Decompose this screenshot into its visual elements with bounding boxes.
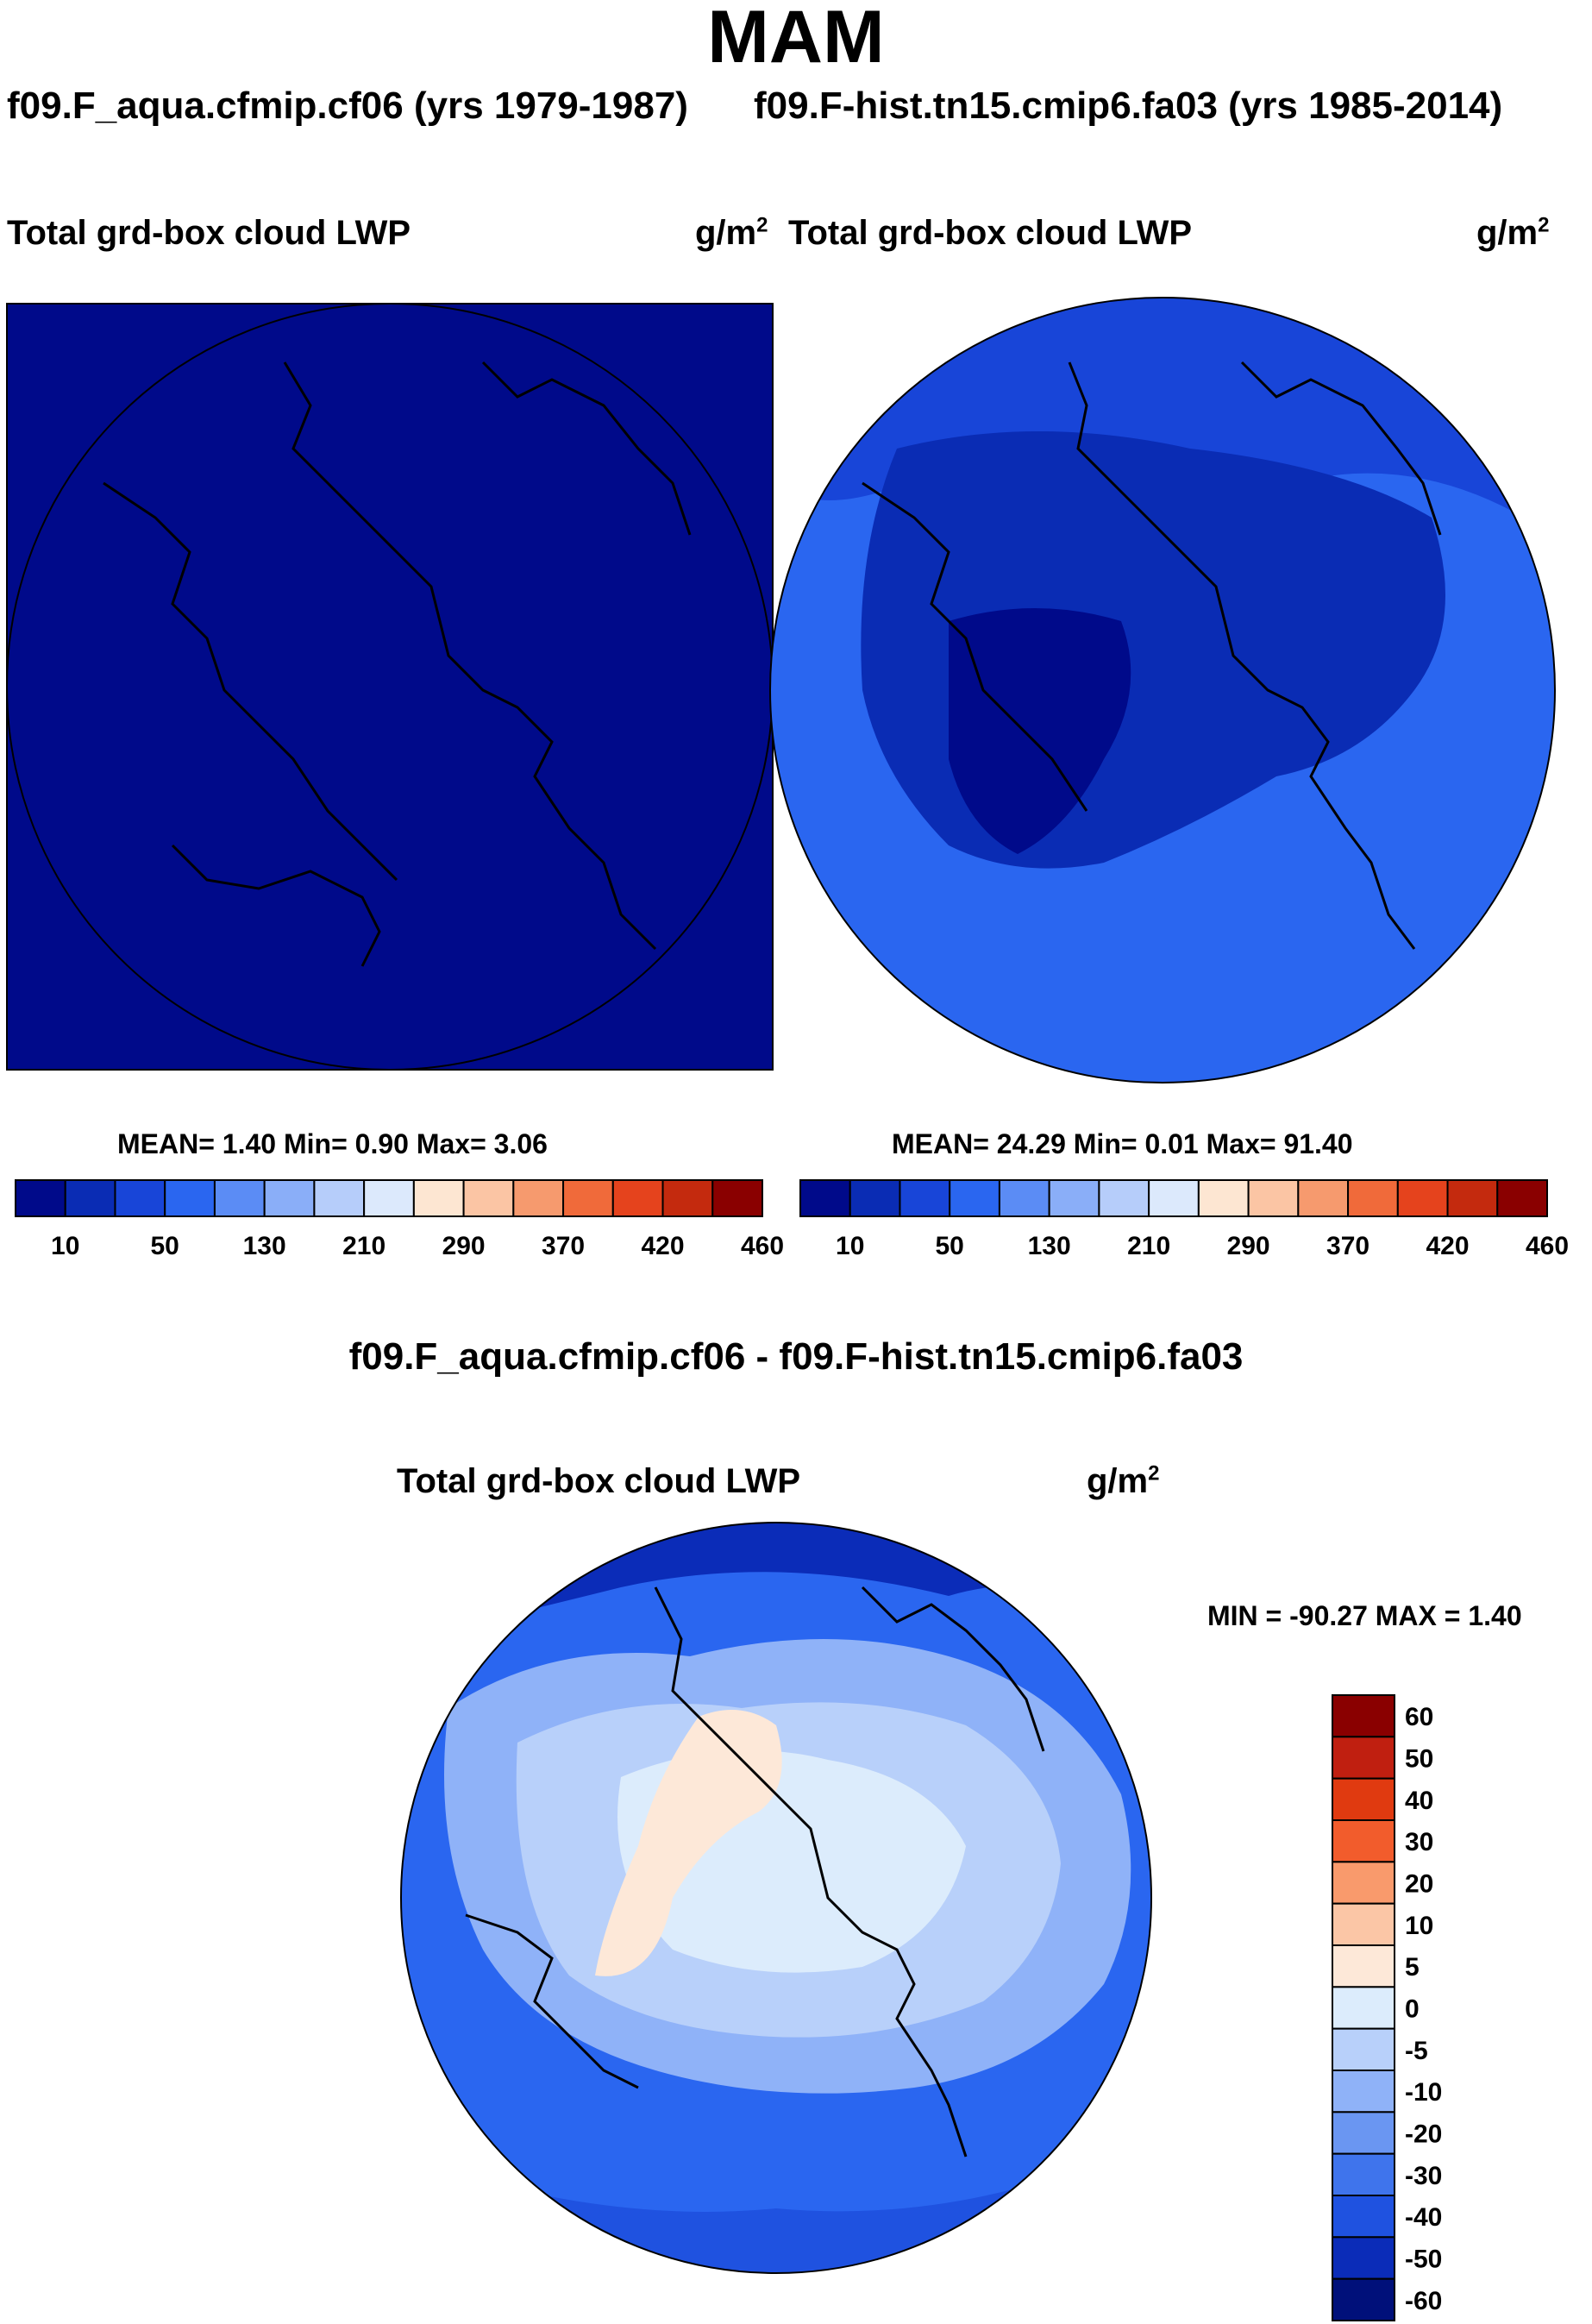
colorbar-swatch [1332,2152,1395,2197]
colorbar-swatch [64,1179,116,1217]
colorbar-tick-label: 50 [936,1232,964,1260]
panel2-units: g/m2 [1476,213,1550,252]
colorbar-tick-label: 10 [1405,1912,1433,1940]
panel1-coastlines [103,361,692,967]
panel2-colorbar: 10 50 130 210 290 370 420 460 [799,1179,1569,1260]
colorbar-tick-label: 130 [1028,1232,1071,1260]
colorbar-swatch [1297,1179,1350,1217]
colorbar-tick-label: 50 [151,1232,179,1260]
panel1-units: g/m2 [695,213,768,252]
colorbar-swatch [899,1179,951,1217]
colorbar-swatch [1148,1179,1200,1217]
colorbar-tick-label: 370 [542,1232,585,1260]
colorbar-tick-label: 20 [1405,1870,1433,1899]
colorbar-swatch [799,1179,851,1217]
colorbar-swatch [849,1179,901,1217]
colorbar-swatch [1332,1902,1395,1947]
colorbar-swatch [15,1179,66,1217]
panel2-case-title: f09.F-hist.tn15.cmip6.fa03 (yrs 1985-201… [754,85,1503,127]
colorbar-tick-label: 130 [243,1232,286,1260]
colorbar-swatch [462,1179,515,1217]
colorbar-swatch [949,1179,1000,1217]
main-title: MAM [707,0,885,79]
colorbar-tick-label: -50 [1405,2245,1442,2274]
colorbar-tick-label: 210 [342,1232,385,1260]
colorbar-tick-label: 60 [1405,1703,1433,1731]
colorbar-swatch [1446,1179,1499,1217]
colorbar-swatch [213,1179,266,1217]
colorbar-tick-label: 420 [1426,1232,1470,1260]
colorbar-swatch [164,1179,216,1217]
colorbar-swatch [1332,2195,1395,2239]
colorbar-swatch [114,1179,166,1217]
colorbar-tick-label: -20 [1405,2120,1442,2149]
colorbar-swatch [1332,2277,1395,2322]
colorbar-swatch [313,1179,366,1217]
colorbar-tick-label: 0 [1405,1995,1420,2024]
diff-units: g/m2 [1087,1461,1160,1500]
colorbar-tick-label: 10 [51,1232,79,1260]
colorbar-tick-label: 460 [1526,1232,1569,1260]
panel2-stats: MEAN= 24.29 Min= 0.01 Max= 91.40 [892,1128,1353,1159]
colorbar-swatch [1048,1179,1100,1217]
colorbar-swatch [263,1179,316,1217]
diff-variable: Total grd-box cloud LWP [397,1462,801,1500]
panel1-variable: Total grd-box cloud LWP [7,214,411,252]
colorbar-tick-label: 50 [1405,1745,1433,1774]
panel2-map [769,297,1556,1083]
colorbar-swatch [661,1179,714,1217]
colorbar-tick-label: 370 [1326,1232,1369,1260]
colorbar-swatch [611,1179,664,1217]
colorbar-swatch [363,1179,415,1217]
colorbar-tick-label: 30 [1405,1828,1433,1856]
colorbar-tick-label: 290 [442,1232,486,1260]
diff-map [400,1522,1152,2274]
colorbar-tick-label: 420 [642,1232,685,1260]
colorbar-tick-label: 460 [741,1232,784,1260]
colorbar-swatch [998,1179,1050,1217]
colorbar-swatch [512,1179,565,1217]
panel1-stats: MEAN= 1.40 Min= 0.90 Max= 3.06 [117,1128,548,1159]
colorbar-swatch [1247,1179,1300,1217]
colorbar-swatch [1332,1777,1395,1822]
panel2-coastlines [862,361,1442,950]
colorbar-tick-label: -30 [1405,2162,1442,2190]
colorbar-tick-label: 5 [1405,1953,1420,1982]
panel1-case-title: f09.F_aqua.cfmip.cf06 (yrs 1979-1987) [7,85,688,127]
colorbar-tick-label: -40 [1405,2203,1442,2232]
colorbar-tick-label: 40 [1405,1787,1433,1815]
colorbar-tick-label: -5 [1405,2037,1428,2065]
colorbar-tick-label: -60 [1405,2287,1442,2315]
colorbar-swatch [1197,1179,1250,1217]
colorbar-swatch [1332,2070,1395,2114]
colorbar-swatch [412,1179,465,1217]
colorbar-tick-label: 210 [1127,1232,1170,1260]
colorbar-swatch [1332,2236,1395,2280]
colorbar-swatch [1332,1861,1395,1905]
panel2-variable: Total grd-box cloud LWP [788,214,1193,252]
colorbar-swatch [1332,1986,1395,2030]
panel1-map [6,303,774,1071]
colorbar-tick-label: -10 [1405,2078,1442,2107]
diff-coastlines [465,1586,1045,2158]
diff-title: f09.F_aqua.cfmip.cf06 - f09.F-hist.tn15.… [348,1335,1244,1378]
colorbar-swatch [1332,1736,1395,1780]
colorbar-swatch [1347,1179,1399,1217]
colorbar-tick-label: 10 [836,1232,864,1260]
colorbar-swatch [711,1179,763,1217]
diff-stats: MIN = -90.27 MAX = 1.40 [1207,1600,1522,1631]
colorbar-swatch [1496,1179,1549,1217]
colorbar-swatch [1332,2027,1395,2072]
colorbar-swatch [1332,1694,1395,1738]
colorbar-tick-label: 290 [1227,1232,1270,1260]
panel1-colorbar: 10 50 130 210 290 370 420 460 [15,1179,784,1260]
colorbar-swatch [1332,1819,1395,1863]
colorbar-swatch [562,1179,614,1217]
colorbar-swatch [1332,2111,1395,2155]
colorbar-swatch [1098,1179,1150,1217]
colorbar-swatch [1396,1179,1449,1217]
colorbar-swatch [1332,1944,1395,1988]
